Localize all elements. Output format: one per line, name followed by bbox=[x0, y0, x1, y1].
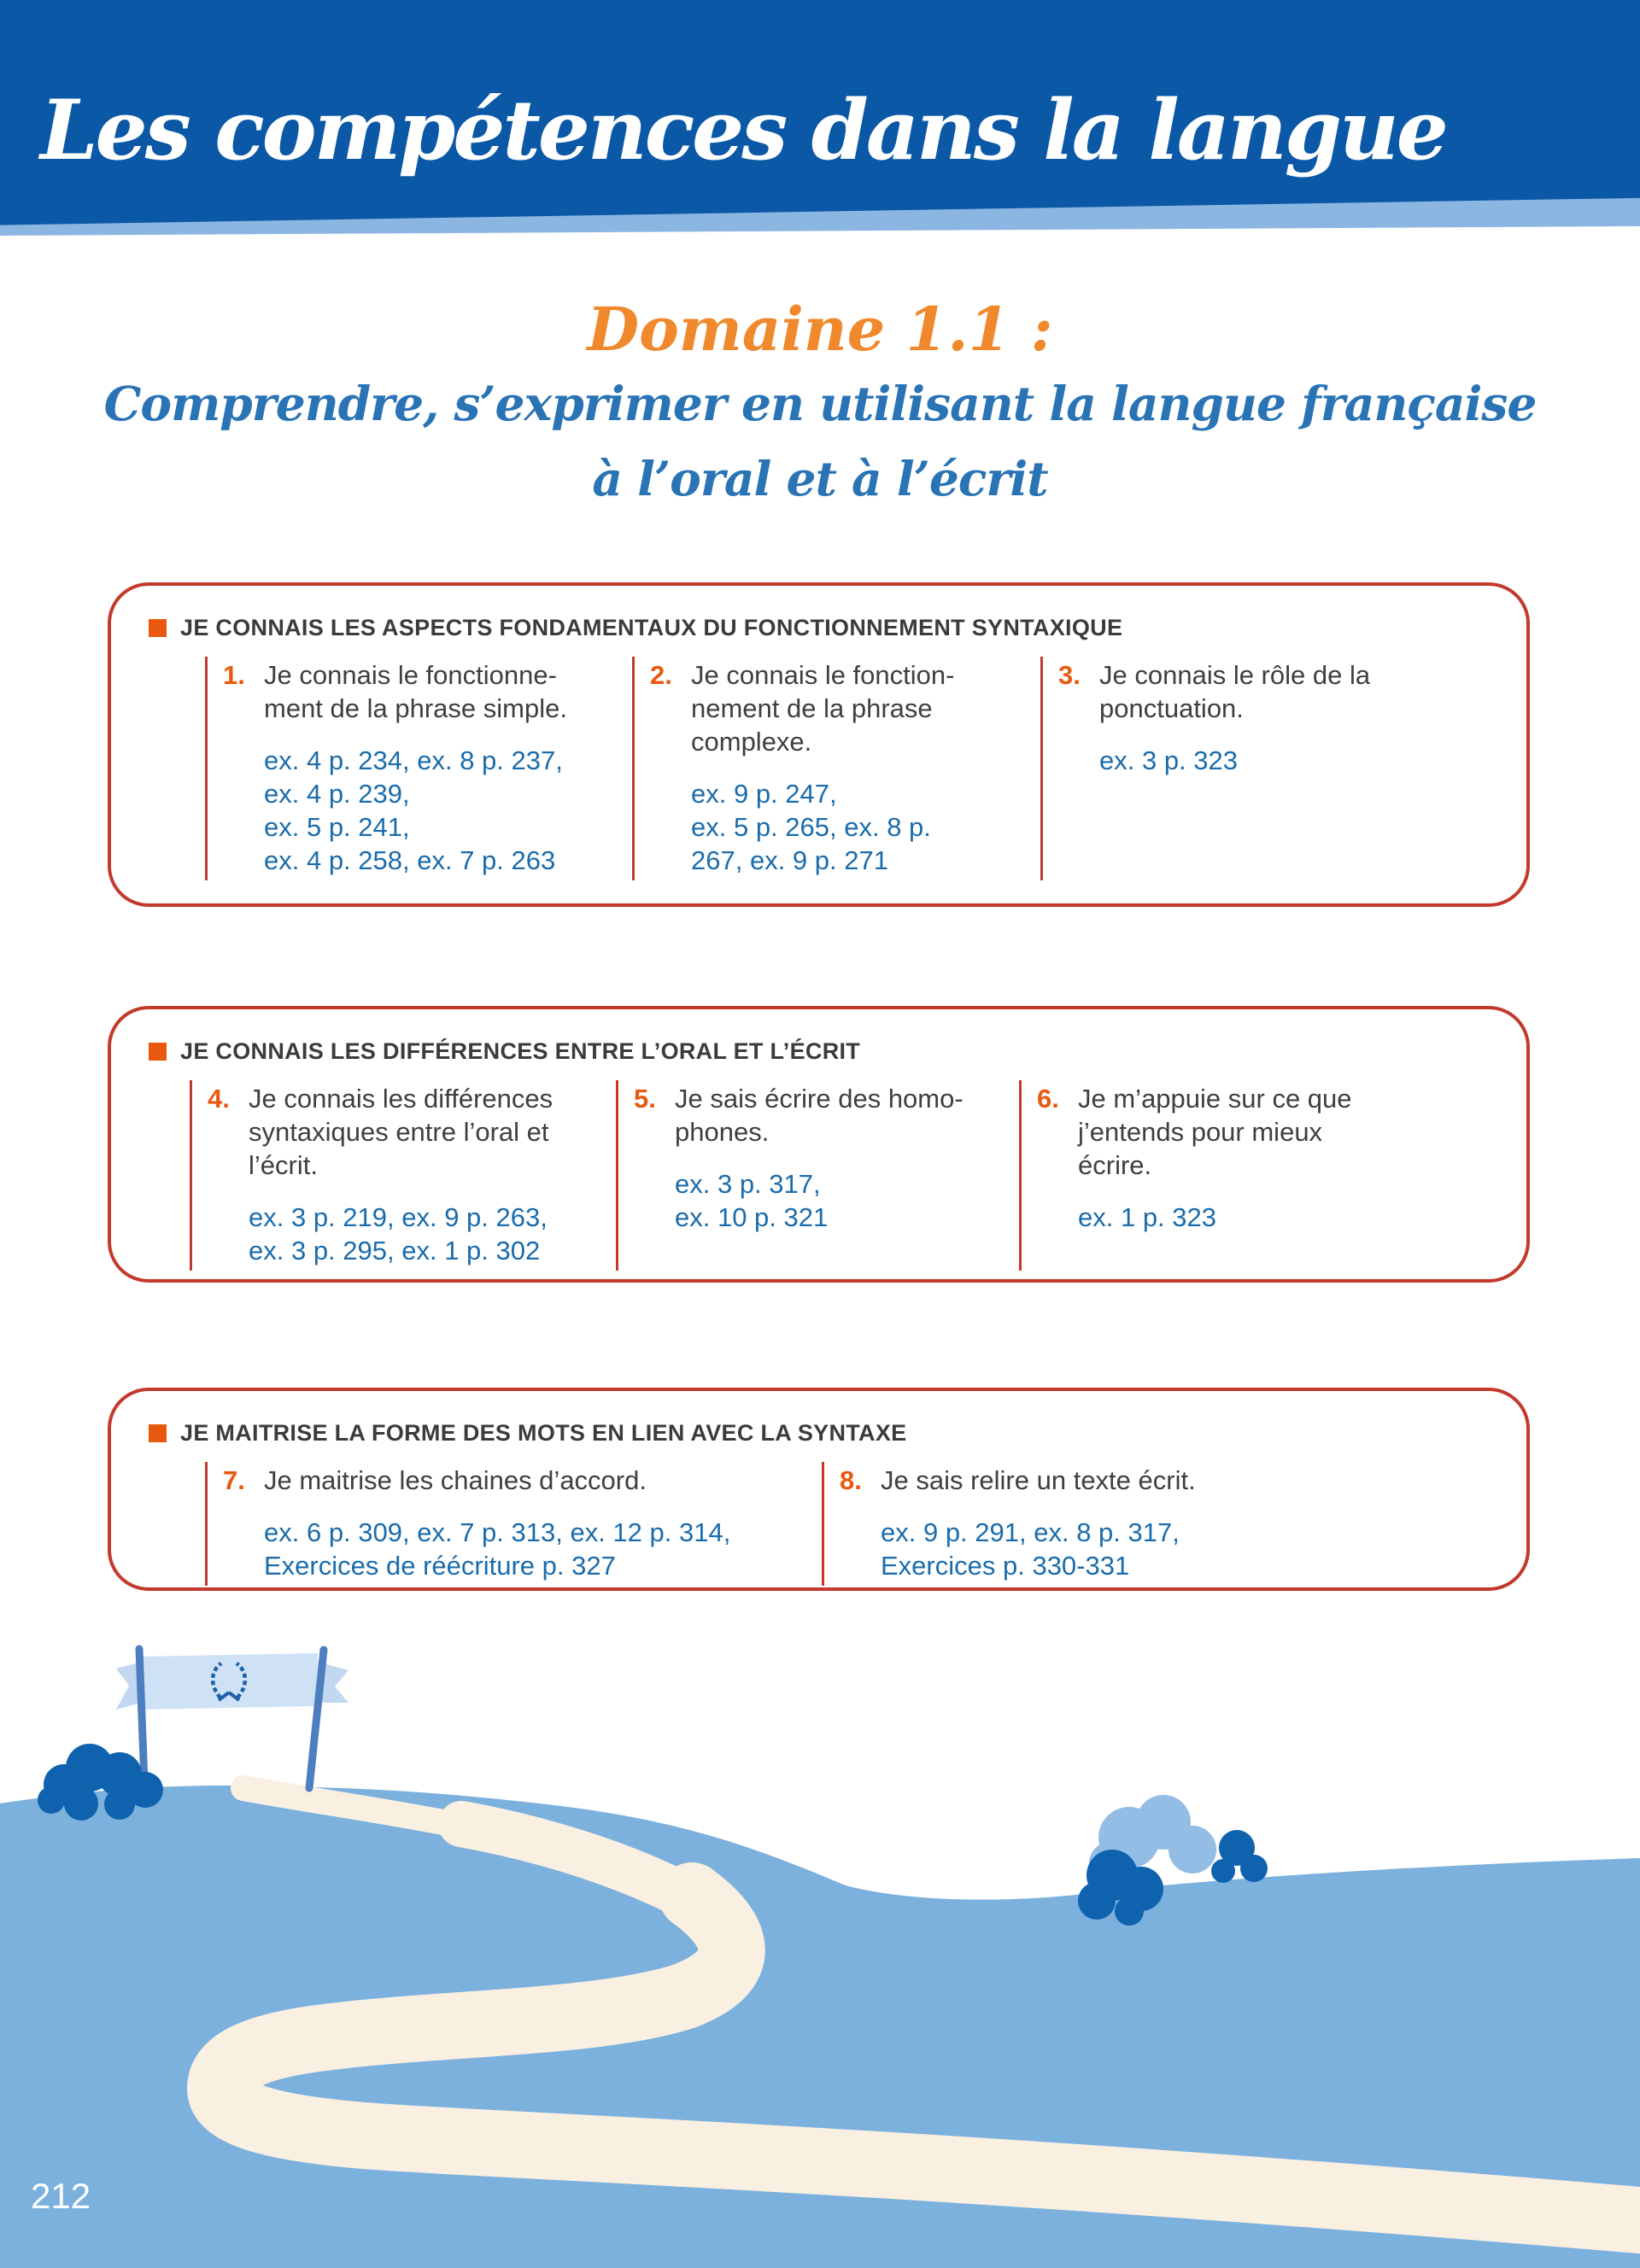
orange-square-bullet-icon bbox=[149, 1424, 167, 1443]
section-heading-row: JE CONNAIS LES ASPECTS FONDAMENTAUX DU F… bbox=[149, 615, 1526, 641]
exercise-references: ex. 9 p. 247, ex. 5 p. 265, ex. 8 p. 267… bbox=[691, 779, 931, 876]
competency-item-6: 6. Je m’appuie sur ce que j’entends pour… bbox=[1019, 1080, 1494, 1271]
competency-item-4: 4. Je connais les différences syntaxique… bbox=[190, 1080, 616, 1271]
competency-number: 8. bbox=[840, 1465, 862, 1496]
exercise-references: ex. 3 p. 323 bbox=[1099, 745, 1239, 776]
competency-number: 1. bbox=[223, 660, 245, 691]
competency-item-3: 3. Je connais le rôle de la ponctuation.… bbox=[1040, 657, 1496, 881]
trail-path bbox=[187, 1775, 1640, 2253]
bush-left bbox=[38, 1744, 163, 1821]
banner-pole-right bbox=[305, 1645, 328, 1792]
orange-square-bullet-icon bbox=[149, 619, 167, 638]
orange-square-bullet-icon bbox=[149, 1043, 167, 1061]
competency-number: 2. bbox=[650, 660, 672, 691]
competency-item-7: 7. Je maitrise les chaines d’accord. ex.… bbox=[205, 1462, 822, 1587]
exercise-references: ex. 9 p. 291, ex. 8 p. 317, Exercices p.… bbox=[881, 1517, 1180, 1581]
exercise-references: ex. 3 p. 219, ex. 9 p. 263, ex. 3 p. 295… bbox=[249, 1202, 548, 1266]
banner-ribbon-left bbox=[116, 1662, 142, 1710]
section-heading: JE CONNAIS LES DIFFÉRENCES ENTRE L’ORAL … bbox=[180, 1038, 861, 1064]
page-title: Les compétences dans la langue bbox=[40, 82, 1449, 178]
domain-label: Domaine 1.1 : bbox=[587, 294, 1053, 365]
competency-number: 5. bbox=[634, 1084, 656, 1114]
exercise-references: ex. 6 p. 309, ex. 7 p. 313, ex. 12 p. 31… bbox=[264, 1517, 731, 1581]
exercise-references: ex. 4 p. 234, ex. 8 p. 237, ex. 4 p. 239… bbox=[264, 745, 563, 876]
skill-box-syntax: JE CONNAIS LES ASPECTS FONDAMENTAUX DU F… bbox=[108, 582, 1530, 907]
exercise-references: ex. 3 p. 317, ex. 10 p. 321 bbox=[675, 1169, 829, 1233]
competency-number: 7. bbox=[223, 1465, 245, 1496]
competency-statement: Je sais écrire des homo- phones. bbox=[675, 1084, 964, 1148]
competency-number: 6. bbox=[1037, 1084, 1059, 1114]
competency-number: 3. bbox=[1058, 660, 1081, 691]
section-heading: JE MAITRISE LA FORME DES MOTS EN LIEN AV… bbox=[180, 1420, 907, 1446]
competency-number: 4. bbox=[208, 1084, 230, 1114]
header-blue-band bbox=[0, 0, 1640, 225]
exercise-references: ex. 1 p. 323 bbox=[1078, 1202, 1217, 1233]
competency-statement: Je m’appuie sur ce que j’entends pour mi… bbox=[1078, 1084, 1352, 1181]
competency-item-8: 8. Je sais relire un texte écrit. ex. 9 … bbox=[822, 1462, 1496, 1587]
skill-box-oral-ecrit: JE CONNAIS LES DIFFÉRENCES ENTRE L’ORAL … bbox=[108, 1006, 1530, 1283]
competency-statement: Je connais les différences syntaxiques e… bbox=[249, 1084, 554, 1181]
competency-statement: Je connais le fonctionne- ment de la phr… bbox=[264, 660, 567, 724]
competency-item-1: 1. Je connais le fonctionne- ment de la … bbox=[205, 657, 632, 881]
competency-item-2: 2. Je connais le fonction- nement de la … bbox=[632, 657, 1040, 881]
competency-statement: Je maitrise les chaines d’accord. bbox=[264, 1465, 647, 1496]
finish-banner bbox=[116, 1645, 348, 1809]
section-heading-row: JE CONNAIS LES DIFFÉRENCES ENTRE L’ORAL … bbox=[149, 1038, 1526, 1065]
competency-statement: Je sais relire un texte écrit. bbox=[881, 1465, 1196, 1496]
domain-title-line2: à l’oral et à l’écrit bbox=[592, 451, 1048, 506]
bush-right-small-dark bbox=[1211, 1830, 1268, 1883]
domain-title-line1: Comprendre, s’exprimer en utilisant la l… bbox=[103, 376, 1538, 431]
bush-right-dark bbox=[1078, 1850, 1163, 1926]
section-heading: JE CONNAIS LES ASPECTS FONDAMENTAUX DU F… bbox=[180, 615, 1123, 640]
competency-statement: Je connais le rôle de la ponctuation. bbox=[1099, 660, 1371, 724]
competency-statement: Je connais le fonction- nement de la phr… bbox=[691, 660, 955, 757]
hill-landscape-illustration bbox=[0, 1645, 1640, 2268]
banner-band bbox=[138, 1653, 318, 1710]
section-heading-row: JE MAITRISE LA FORME DES MOTS EN LIEN AV… bbox=[149, 1420, 1526, 1447]
page-number: 212 bbox=[31, 2176, 91, 2216]
laurel-wreath-icon bbox=[210, 1662, 248, 1702]
competency-item-5: 5. Je sais écrire des homo- phones. ex. … bbox=[616, 1080, 1019, 1271]
skill-box-forme-mots: JE MAITRISE LA FORME DES MOTS EN LIEN AV… bbox=[108, 1388, 1530, 1591]
page-header-banner: Les compétences dans la langue bbox=[0, 0, 1640, 236]
